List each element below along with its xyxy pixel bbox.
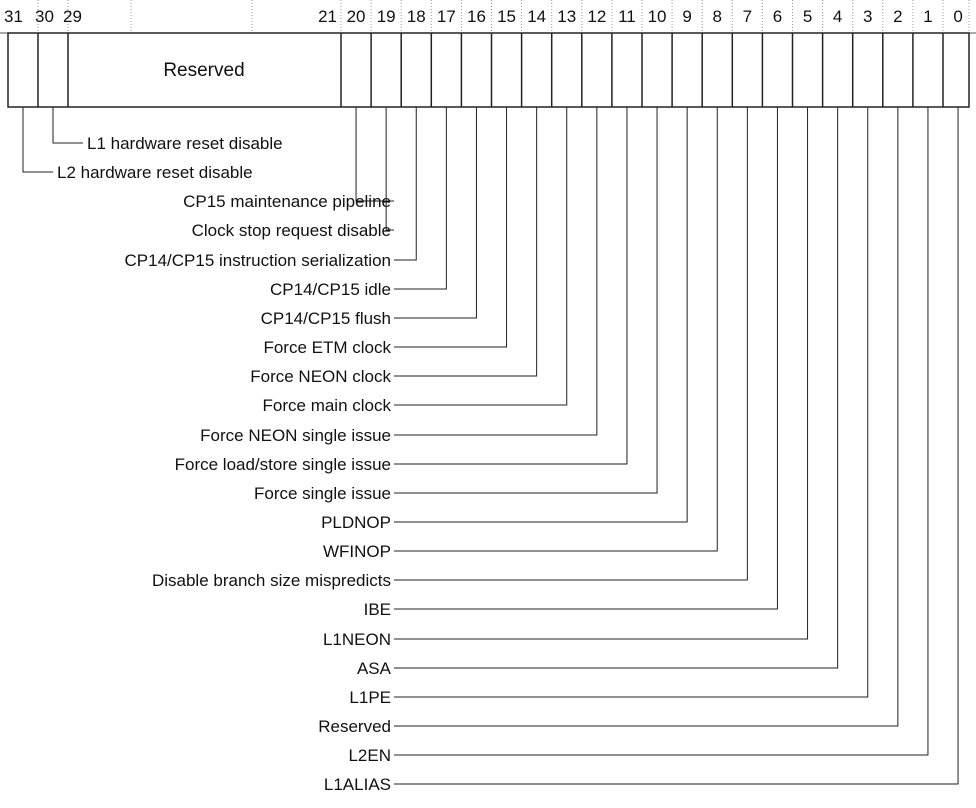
field-9-label: PLDNOP bbox=[321, 513, 391, 532]
field-17-leader bbox=[394, 107, 447, 290]
bit-number-4: 4 bbox=[833, 7, 842, 26]
field-7-leader bbox=[394, 107, 748, 581]
field-19-leader bbox=[385, 107, 394, 231]
field-18-label: CP14/CP15 instruction serialization bbox=[125, 251, 391, 270]
bit-number-20: 20 bbox=[347, 7, 366, 26]
bit-number-7: 7 bbox=[743, 7, 752, 26]
field-3-leader bbox=[394, 107, 869, 698]
field-7-label: Disable branch size mispredicts bbox=[152, 571, 391, 590]
field-14-leader bbox=[394, 107, 538, 377]
bit-number-8: 8 bbox=[713, 7, 722, 26]
reserved-field-label: Reserved bbox=[163, 60, 244, 81]
register-outline bbox=[7, 32, 970, 108]
bit-number-15: 15 bbox=[497, 7, 516, 26]
field-13-label: Force main clock bbox=[263, 396, 392, 415]
field-1-label: L2EN bbox=[348, 746, 391, 765]
field-6-label: IBE bbox=[364, 600, 391, 619]
field-30-leader bbox=[52, 107, 83, 144]
bit-number-1: 1 bbox=[923, 7, 932, 26]
bit-number-6: 6 bbox=[773, 7, 782, 26]
bit-number-12: 12 bbox=[587, 7, 606, 26]
field-12-label: Force NEON single issue bbox=[200, 426, 391, 445]
field-2-leader bbox=[394, 107, 899, 727]
field-14-label: Force NEON clock bbox=[250, 367, 391, 386]
bit-number-31: 31 bbox=[4, 7, 23, 26]
field-16-label: CP14/CP15 flush bbox=[261, 309, 391, 328]
field-2-label: Reserved bbox=[318, 717, 391, 736]
register-box bbox=[7, 32, 970, 108]
bit-number-16: 16 bbox=[467, 7, 486, 26]
field-19-label: Clock stop request disable bbox=[192, 221, 391, 240]
bit-number-10: 10 bbox=[648, 7, 667, 26]
bit-number-9: 9 bbox=[682, 7, 691, 26]
bit-number-19: 19 bbox=[377, 7, 396, 26]
bit-number-29: 29 bbox=[63, 7, 82, 26]
field-5-leader bbox=[394, 107, 809, 640]
field-11-label: Force load/store single issue bbox=[175, 455, 391, 474]
field-30-label: L1 hardware reset disable bbox=[87, 134, 283, 153]
field-12-leader bbox=[394, 107, 598, 436]
bit-number-21: 21 bbox=[318, 7, 337, 26]
field-4-label: ASA bbox=[357, 659, 392, 678]
field-15-leader bbox=[394, 107, 508, 348]
field-9-leader bbox=[394, 107, 688, 523]
field-11-leader bbox=[394, 107, 628, 465]
field-17-label: CP14/CP15 idle bbox=[270, 280, 391, 299]
bit-number-11: 11 bbox=[618, 7, 636, 26]
field-8-leader bbox=[394, 107, 718, 552]
field-3-label: L1PE bbox=[349, 688, 391, 707]
field-4-leader bbox=[394, 107, 839, 669]
bit-number-13: 13 bbox=[557, 7, 576, 26]
field-18-leader bbox=[394, 107, 417, 261]
field-10-label: Force single issue bbox=[254, 484, 391, 503]
field-10-leader bbox=[394, 107, 658, 494]
bit-number-17: 17 bbox=[437, 7, 456, 26]
field-31-label: L2 hardware reset disable bbox=[57, 163, 253, 182]
field-31-leader bbox=[22, 107, 53, 173]
bit-number-30: 30 bbox=[35, 7, 54, 26]
field-5-label: L1NEON bbox=[323, 630, 391, 649]
bit-number-2: 2 bbox=[893, 7, 902, 26]
field-0-label: L1ALIAS bbox=[324, 775, 391, 794]
field-20-leader bbox=[355, 107, 394, 202]
bit-number-3: 3 bbox=[863, 7, 872, 26]
field-0-leader bbox=[394, 107, 959, 785]
bit-number-5: 5 bbox=[803, 7, 812, 26]
bit-number-0: 0 bbox=[953, 7, 962, 26]
field-20-label: CP15 maintenance pipeline bbox=[183, 192, 391, 211]
bit-number-ruler: 31 30 29 21 20 19 18 17 16 15 14 13 12 11 10 9 8 7 6 5 4 3 2 1 0 bbox=[0, 0, 976, 34]
field-callouts: L1 hardware reset disable L2 hardware res… bbox=[22, 107, 959, 794]
field-8-label: WFINOP bbox=[323, 542, 391, 561]
field-6-leader bbox=[394, 107, 778, 610]
field-15-label: Force ETM clock bbox=[263, 338, 391, 357]
bit-number-18: 18 bbox=[407, 7, 426, 26]
field-13-leader bbox=[394, 107, 568, 406]
field-1-leader bbox=[394, 107, 929, 756]
field-16-leader bbox=[394, 107, 477, 319]
bit-number-14: 14 bbox=[527, 7, 546, 26]
